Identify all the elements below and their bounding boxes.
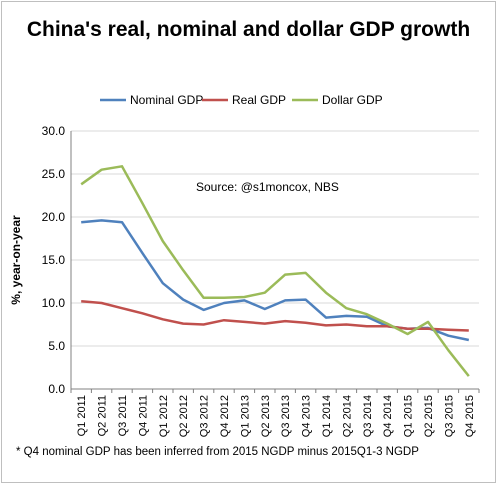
y-tick-label: 0.0 [48,382,65,396]
legend-label: Dollar GDP [322,93,383,107]
x-tick-label: Q4 2013 [301,395,313,437]
x-tick-label: Q2 2011 [97,395,109,436]
x-tick-label: Q1 2013 [239,395,251,437]
legend-label: Real GDP [232,93,286,107]
y-tick-label: 10.0 [42,296,66,310]
x-tick-label: Q2 2013 [260,395,272,437]
y-tick-label: 20.0 [42,210,66,224]
y-tick-label: 25.0 [42,167,66,181]
series-line [81,300,469,332]
x-tick-label: Q1 2015 [403,395,415,437]
x-tick-label: Q3 2013 [280,395,292,437]
y-axis-label: %, year-on-year [9,215,23,305]
x-tick-label: Q4 2012 [219,395,231,437]
y-tick-label: 5.0 [48,339,65,353]
y-tick-label: 15.0 [42,253,66,267]
legend-label: Nominal GDP [130,93,203,107]
x-tick-label: Q3 2014 [362,395,374,437]
series-line [80,165,470,377]
x-tick-label: Q3 2015 [443,395,455,437]
x-tick-label: Q2 2014 [341,395,353,437]
chart-svg: 0.0 5.0 10.0 15.0 20.0 25.0 30.0 Q1 2011 Q2 2011… [9,93,480,437]
x-tick-label: Q4 2015 [464,395,476,437]
y-tick-label: 30.0 [42,124,66,138]
x-tick-label: Q3 2012 [199,395,211,437]
source-annotation: Source: @s1moncox, NBS [196,180,339,194]
x-tick-label: Q1 2014 [321,395,333,437]
chart-title: China's real, nominal and dollar GDP gro… [26,18,471,41]
x-tick-label: Q1 2012 [158,395,170,437]
footnote: * Q4 nominal GDP has been inferred from … [16,446,419,458]
x-tick-label: Q4 2014 [382,395,394,437]
x-tick-label: Q1 2011 [76,395,88,436]
x-tick-label: Q4 2011 [137,395,149,436]
x-tick-label: Q3 2011 [117,395,129,436]
x-tick-label: Q2 2015 [423,395,435,437]
x-tick-label: Q2 2012 [178,395,190,437]
